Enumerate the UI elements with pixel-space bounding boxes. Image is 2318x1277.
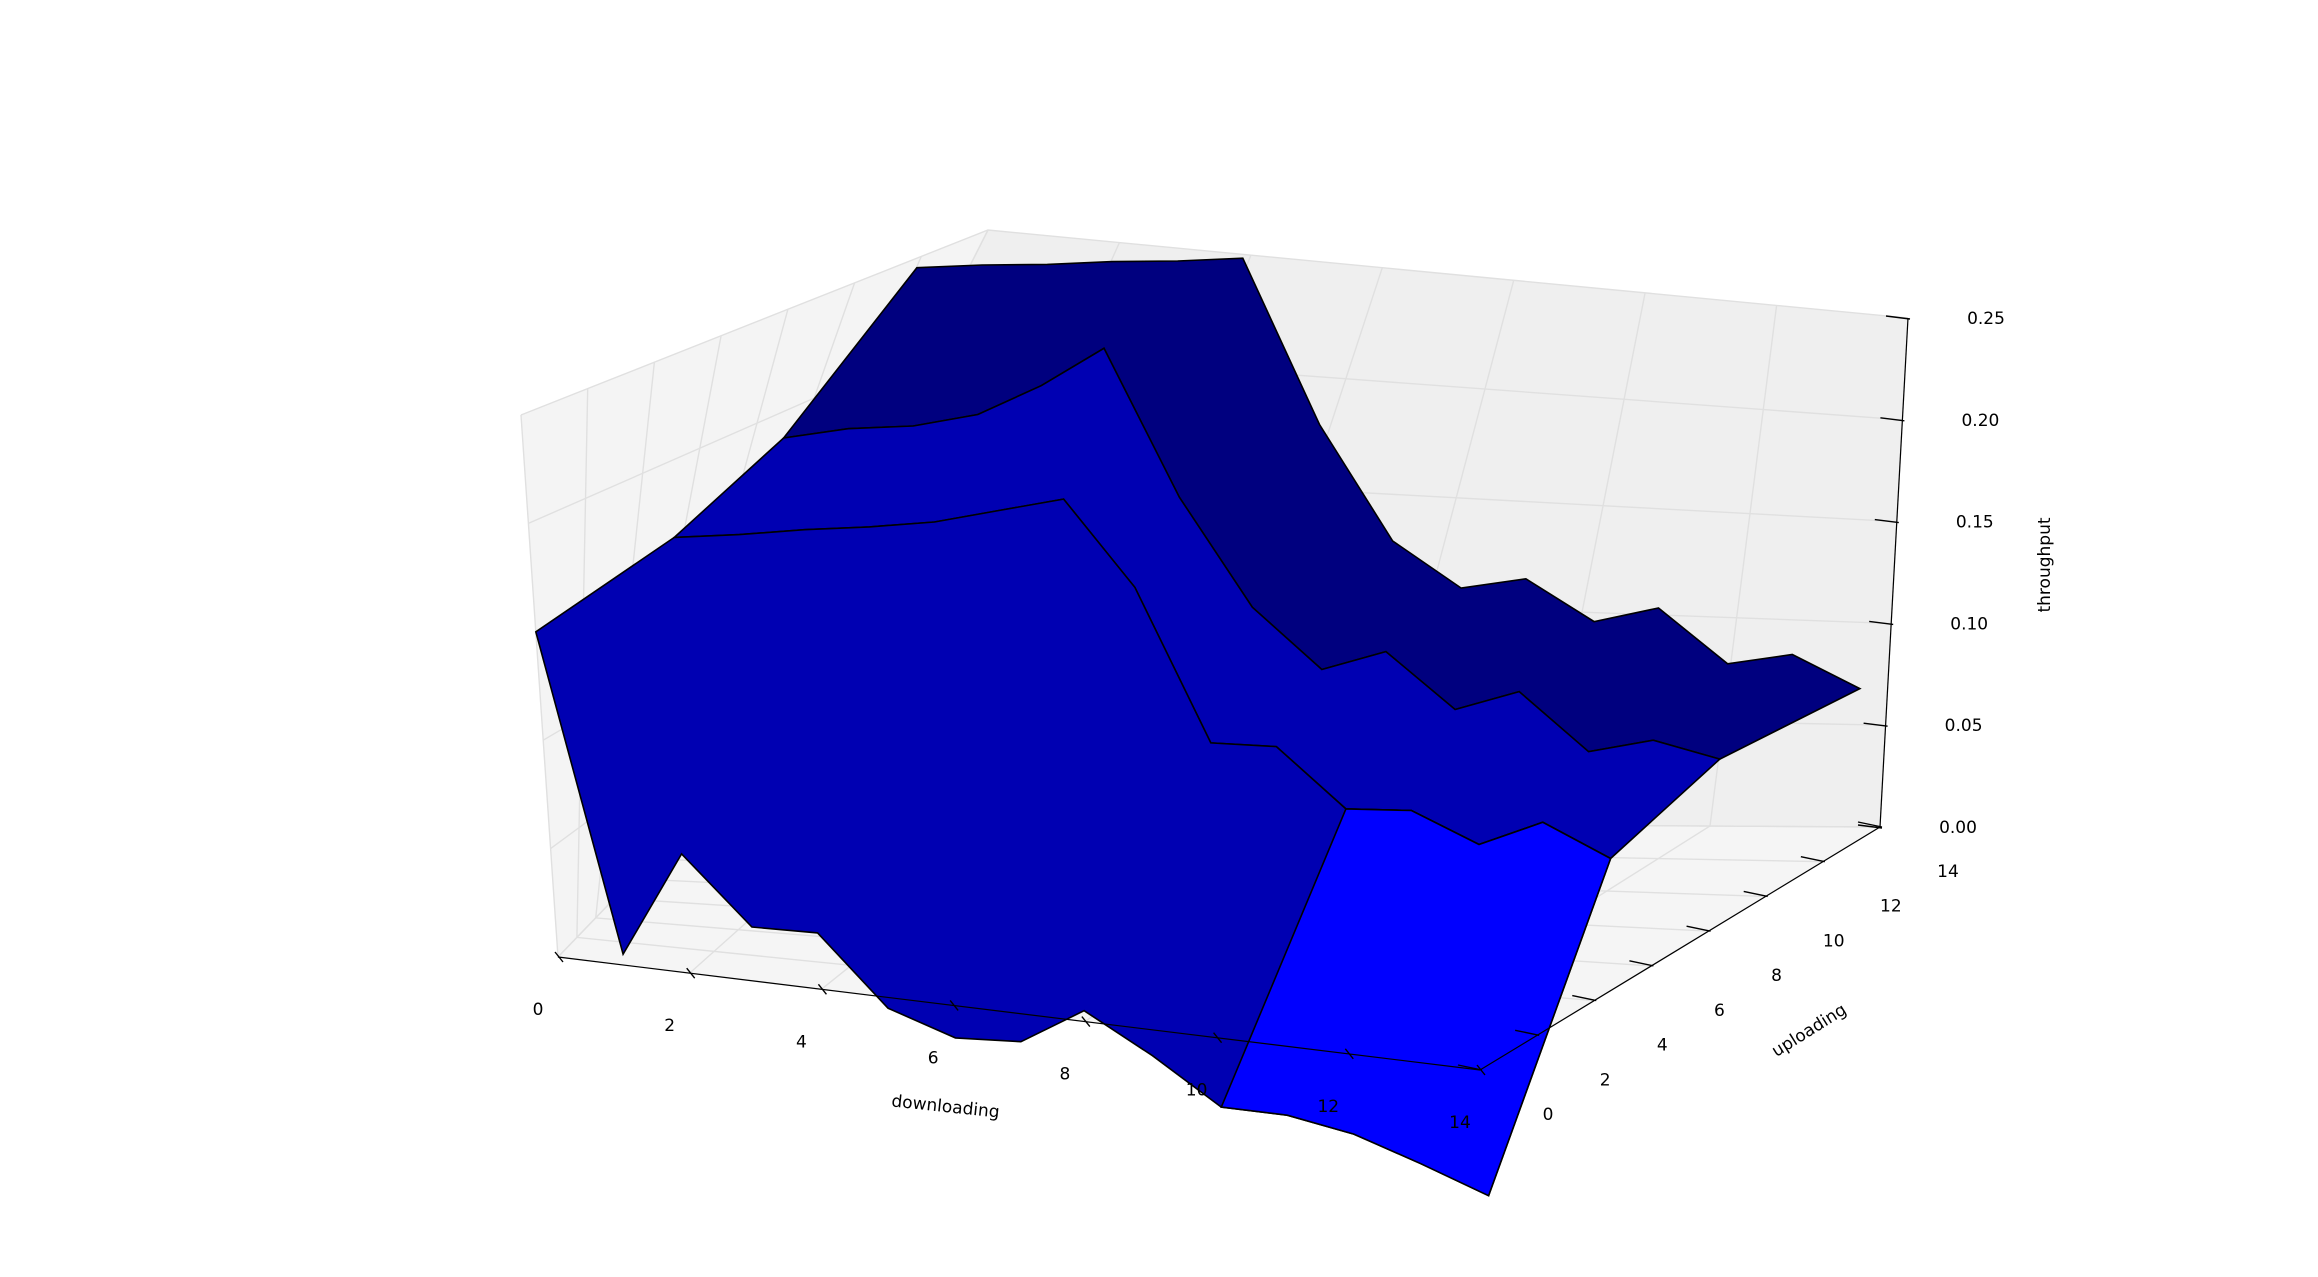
y-axis-label: uploading: [1768, 1000, 1850, 1062]
y-tick-label: 12: [1880, 897, 1902, 917]
y-tick: [1686, 925, 1711, 932]
y-tick: [1800, 856, 1825, 863]
x-axis-label: downloading: [891, 1091, 1001, 1122]
y-axis-line: [1479, 826, 1881, 1071]
x-tick-label: 2: [664, 1016, 675, 1036]
z-tick-label: 0.05: [1945, 716, 1983, 736]
y-tick-label: 10: [1823, 931, 1845, 951]
z-tick-label: 0.25: [1967, 309, 2005, 329]
y-tick-label: 0: [1543, 1105, 1554, 1125]
x-tick: [1213, 1032, 1223, 1044]
z-gridline: [520, 229, 1909, 416]
z-tick: [1863, 722, 1888, 727]
x-tick: [949, 999, 959, 1011]
y-tick: [1457, 1064, 1483, 1071]
x-tick: [1344, 1048, 1354, 1060]
x-tick: [554, 951, 564, 963]
surface-plot: [534, 257, 1862, 1197]
y-tick: [1572, 994, 1597, 1002]
x-tick: [817, 983, 827, 995]
surface-strip-near: [1220, 808, 1612, 1197]
x-tick-label: 14: [1449, 1113, 1471, 1133]
z-axis-label: throughput: [2035, 517, 2055, 612]
axes: 0 2 4 6 8 10 12 14 0 2 4 6 8 10 12 14 0.00 0.05 0.10 0.15 0.…: [533, 309, 2005, 1133]
y-tick: [1743, 890, 1768, 898]
x-tick-label: 6: [928, 1048, 939, 1068]
z-axis-line: [1879, 317, 1909, 828]
x-tick-label: 10: [1186, 1081, 1208, 1101]
x-tick-label: 4: [796, 1032, 807, 1052]
z-tick-label: 0.20: [1961, 411, 1999, 431]
y-tick-label: 8: [1771, 966, 1782, 986]
y-tick-label: 6: [1714, 1001, 1725, 1021]
x-axis-line: [557, 956, 1481, 1071]
z-tick: [1880, 417, 1905, 422]
z-tick: [1885, 315, 1911, 320]
y-tick-label: 2: [1600, 1070, 1611, 1090]
z-tick: [1857, 824, 1883, 829]
z-tick-label: 0.00: [1939, 818, 1977, 838]
y-tick: [1629, 960, 1654, 967]
x-tick-label: 12: [1317, 1097, 1339, 1117]
z-tick: [1874, 518, 1899, 524]
x-tick: [686, 967, 696, 979]
x-tick-label: 0: [533, 1000, 544, 1020]
y-tick-label: 14: [1937, 862, 1959, 882]
x-tick: [1081, 1016, 1091, 1028]
y-tick-label: 4: [1657, 1036, 1668, 1056]
z-tick-label: 0.15: [1956, 513, 1994, 533]
z-tick-label: 0.10: [1950, 614, 1988, 634]
y-tick: [1515, 1029, 1540, 1036]
z-tick: [1869, 620, 1894, 626]
x-tick-label: 8: [1059, 1065, 1070, 1085]
y-tick: [1857, 821, 1883, 828]
